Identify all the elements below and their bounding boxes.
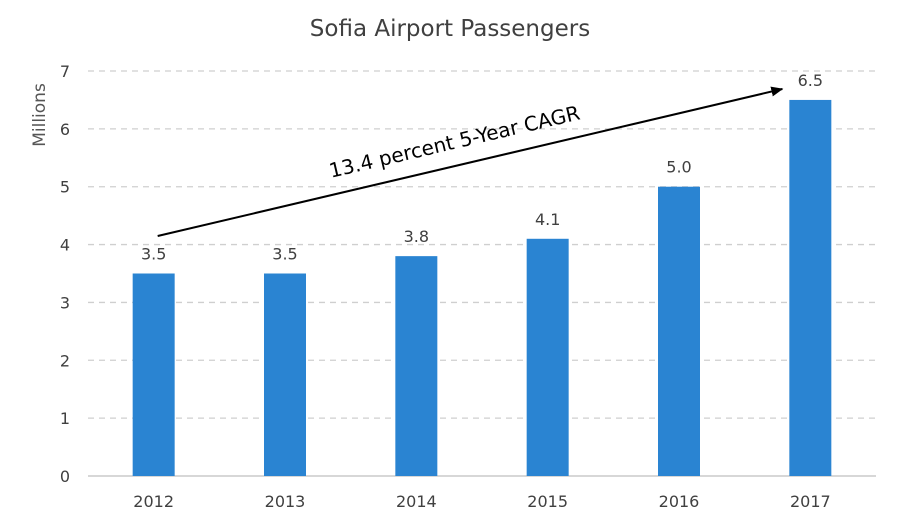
chart-title: Sofia Airport Passengers: [309, 16, 591, 42]
bar-2014: [395, 256, 438, 476]
cagr-annotation-text: 13.4 percent 5-Year CAGR: [327, 101, 583, 183]
cagr-arrow: [157, 86, 784, 237]
data-label: 3.5: [272, 245, 297, 264]
y-axis-ticks: 0 1 2 3 4 5 6 7: [60, 62, 70, 486]
y-tick-label: 6: [60, 120, 70, 139]
y-tick-label: 0: [60, 467, 70, 486]
x-tick-label: 2015: [527, 492, 568, 511]
bar-2012: [132, 273, 175, 476]
y-tick-label: 3: [60, 293, 70, 312]
data-label: 6.5: [798, 71, 823, 90]
y-tick-label: 1: [60, 409, 70, 428]
x-tick-label: 2013: [265, 492, 306, 511]
y-tick-label: 2: [60, 351, 70, 370]
bar-2017: [789, 99, 832, 476]
data-labels: 3.5 3.5 3.8 4.1 5.0 6.5: [141, 71, 823, 264]
x-axis-ticks: 2012 2013 2014 2015 2016 2017: [133, 492, 830, 511]
x-tick-label: 2016: [659, 492, 700, 511]
bars: [132, 99, 832, 476]
data-label: 4.1: [535, 210, 560, 229]
bar-2015: [526, 238, 569, 476]
data-label: 3.5: [141, 245, 166, 264]
y-tick-label: 4: [60, 236, 70, 255]
bar-2016: [658, 186, 700, 476]
y-tick-label: 5: [60, 178, 70, 197]
data-label: 3.8: [404, 227, 429, 246]
x-tick-label: 2012: [133, 492, 174, 511]
data-label: 5.0: [666, 158, 691, 177]
x-tick-label: 2017: [790, 492, 831, 511]
y-tick-label: 7: [60, 62, 70, 81]
bar-2013: [264, 273, 306, 476]
x-tick-label: 2014: [396, 492, 437, 511]
gridlines: [88, 70, 876, 477]
